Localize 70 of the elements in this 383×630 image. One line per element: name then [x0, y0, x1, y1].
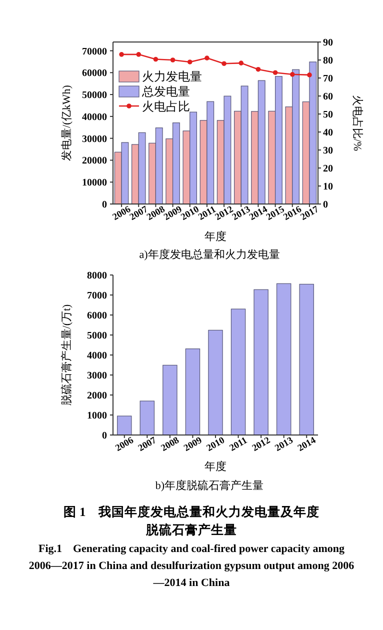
y-tick-label: 8000 [87, 270, 107, 282]
x-tick-label: 2012 [250, 436, 272, 454]
y-tick-label: 7000 [87, 290, 107, 302]
y-tick-label: 5000 [87, 330, 107, 342]
legend-label: 火电占比 [142, 100, 190, 114]
y2-tick-label: 0 [323, 200, 328, 210]
x-tick-label: 2013 [274, 436, 296, 454]
y-tick-label: 70000 [82, 46, 107, 58]
y-tick-label: 4000 [87, 350, 107, 362]
legend-label: 总发电量 [141, 84, 190, 98]
point [256, 66, 261, 72]
y2-tick-label: 70 [323, 74, 333, 84]
y-axis-title: 发电量/(亿kWh) [60, 84, 73, 161]
bar [276, 283, 292, 436]
y-tick-label: 30000 [82, 134, 107, 145]
text: a)年度发电总量和火力发电量 [139, 248, 280, 261]
x-tick-label: 2007 [136, 436, 159, 454]
x-tick-label: 2006 [114, 436, 136, 454]
y2-tick-label: 10 [323, 182, 333, 192]
y-tick-label: 50000 [82, 90, 107, 102]
y-tick-label: 6000 [87, 310, 107, 322]
x-tick-label: 2017 [299, 204, 321, 223]
point [170, 58, 176, 62]
y-tick-label: 0 [102, 200, 107, 210]
y-tick-label: 20000 [82, 156, 107, 167]
y2-tick-label: 30 [323, 146, 333, 156]
y2-tick-label: 20 [323, 164, 333, 174]
point [272, 70, 278, 75]
y-tick-label: 10000 [82, 178, 107, 189]
x-tick-label: 2009 [182, 436, 204, 454]
x-axis-title: 年度 [204, 230, 226, 243]
point [238, 60, 244, 66]
y-tick-label: 1000 [87, 410, 107, 422]
caption: 图 1 我国年度发电总量和火力发电量及年度脱硫石膏产生量 [62, 504, 321, 539]
point [119, 52, 124, 57]
y2-tick-label: 50 [323, 110, 333, 120]
bar [162, 364, 178, 436]
x-tick-label: 2008 [160, 436, 182, 454]
y-tick-label: 0 [102, 430, 107, 442]
y-tick-label: 3000 [87, 370, 107, 382]
caption: Fig.1 Generating capacity and coal-fired power capacity among 2006—2017 in China and desulfurization gypsum output among 2006—2014 in China [28, 542, 356, 591]
x-tick-label: 2010 [205, 436, 227, 454]
y2-tick-label: 60 [323, 92, 333, 102]
point [307, 72, 312, 78]
bar [230, 308, 246, 436]
bar [117, 416, 132, 436]
point [204, 56, 210, 60]
y-tick-label: 60000 [82, 68, 107, 80]
point [290, 72, 295, 77]
point [222, 61, 226, 66]
x-axis-title: 年度 [204, 460, 226, 473]
bar [254, 289, 268, 436]
point [187, 60, 192, 64]
legend-label: 火力发电量 [142, 70, 202, 84]
y2-axis-title: 火电占比/% [351, 94, 364, 152]
bar [185, 348, 200, 436]
bar [299, 284, 314, 436]
bar [208, 330, 223, 436]
bar [140, 400, 155, 436]
x-tick-label: 2011 [228, 436, 250, 454]
y2-tick-label: 80 [323, 56, 333, 66]
point [136, 52, 142, 57]
y-tick-label: 40000 [82, 112, 107, 123]
x-tick-label: 2014 [296, 436, 318, 454]
point [153, 56, 158, 62]
y-tick-label: 2000 [87, 390, 107, 402]
y2-tick-label: 40 [323, 128, 333, 138]
text: b)年度脱硫石膏产生量 [155, 479, 264, 492]
y2-tick-label: 90 [323, 38, 333, 48]
y-axis-title: 脱硫石膏产生量/(万t) [60, 304, 73, 406]
